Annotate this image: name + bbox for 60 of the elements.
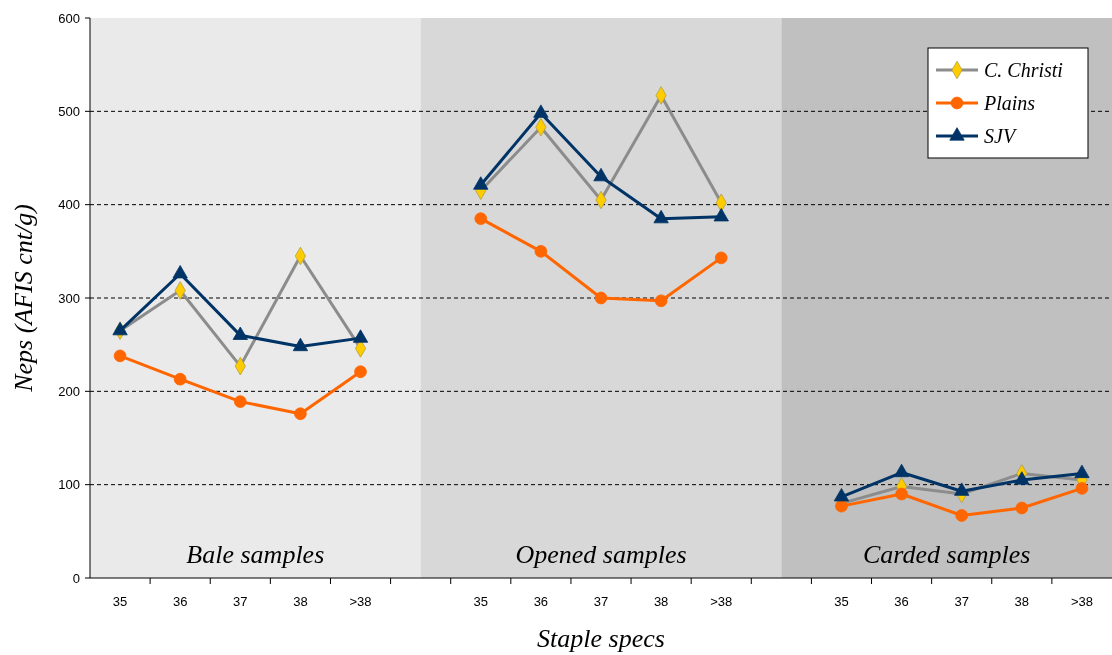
point	[112, 321, 128, 336]
annotation: Bale samples	[186, 540, 325, 569]
point	[292, 337, 309, 352]
point	[233, 395, 247, 408]
point	[714, 251, 728, 265]
point	[352, 329, 369, 343]
point	[594, 291, 608, 305]
point	[954, 482, 970, 496]
y-tick-label: 100	[58, 477, 80, 493]
point	[172, 265, 188, 279]
y-tick-label: 300	[58, 290, 80, 306]
x-tick-label: 38	[1014, 594, 1030, 609]
y-tick-label: 200	[58, 383, 80, 399]
x-tick-label: 35	[112, 594, 128, 609]
point	[1014, 471, 1030, 485]
x-axis-title: Staple specs	[537, 624, 665, 653]
x-tick-label: 36	[533, 594, 549, 609]
x-tick-label: 37	[593, 594, 609, 609]
legend-label: Plains	[983, 92, 1036, 114]
point	[653, 209, 669, 224]
point	[533, 104, 549, 118]
y-axis-title: Neps (AFIS cnt/g)	[9, 204, 38, 393]
annotation: Opened samples	[515, 540, 687, 569]
point	[1075, 482, 1089, 495]
point	[893, 463, 910, 478]
point	[1074, 464, 1090, 479]
x-tick-label: >38	[1070, 594, 1093, 609]
y-tick-label: 0	[72, 570, 80, 586]
legend-label: SJV	[984, 125, 1018, 147]
x-tick-label: 36	[172, 594, 188, 609]
x-tick-label: 37	[954, 594, 969, 609]
point	[955, 509, 969, 522]
x-tick-label: 38	[653, 594, 669, 609]
x-tick-label: 38	[293, 594, 308, 609]
x-tick-label: 35	[473, 594, 488, 609]
point	[474, 212, 488, 225]
y-tick-label: 600	[58, 10, 80, 26]
annotation: Carded samples	[863, 540, 1031, 569]
point	[895, 487, 908, 501]
point	[534, 245, 548, 258]
point	[654, 294, 668, 308]
point	[835, 499, 848, 513]
point	[713, 208, 729, 222]
point	[593, 167, 609, 182]
point	[173, 372, 187, 386]
point	[1015, 501, 1029, 515]
point	[833, 488, 850, 502]
x-tick-label: 37	[233, 594, 248, 609]
x-tick-label: 36	[894, 594, 909, 609]
point	[232, 326, 248, 340]
point	[473, 176, 489, 190]
y-tick-label: 400	[58, 197, 80, 213]
x-tick-label: >38	[349, 594, 372, 609]
y-tick-label: 500	[58, 103, 80, 119]
point	[113, 349, 127, 363]
point	[354, 365, 367, 379]
legend-label: C. Christi	[984, 59, 1063, 81]
x-tick-label: >38	[710, 594, 733, 609]
x-tick-label: 35	[834, 594, 849, 609]
point	[294, 407, 307, 421]
